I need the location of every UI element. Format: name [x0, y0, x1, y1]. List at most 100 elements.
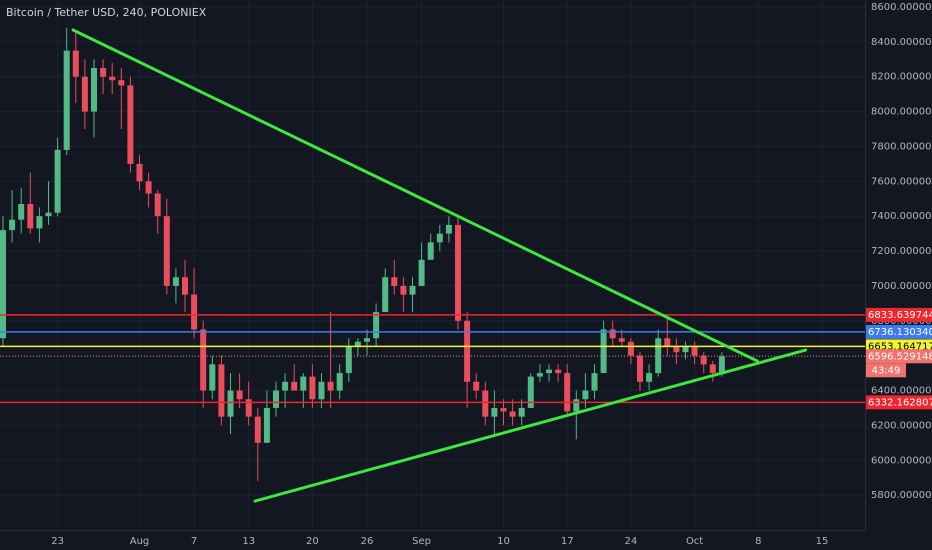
x-tick-label: 10 [497, 536, 510, 547]
candle-body [364, 338, 370, 342]
price-tag-label: 6736.13034003 [868, 327, 932, 338]
candle-body [491, 407, 498, 417]
candle-body [418, 259, 425, 286]
candle-body [291, 381, 298, 391]
y-tick-label: 7800.00000000 [871, 141, 932, 152]
candle-body [318, 381, 325, 400]
price-tag [866, 307, 932, 322]
x-tick-label: 23 [51, 536, 64, 547]
candle-body [473, 381, 480, 391]
price-tag [866, 395, 932, 410]
price-tag-label: 6653.16471781 [868, 341, 932, 352]
candle-body [336, 373, 343, 391]
y-tick-label: 6200.00000000 [871, 420, 932, 431]
candle-body [655, 338, 662, 374]
candle-body [327, 381, 334, 391]
candle-body [154, 193, 161, 217]
candle-body [409, 285, 416, 295]
countdown-tag [866, 363, 906, 378]
y-tick-label: 8200.00000000 [871, 72, 932, 83]
x-tick-label: 24 [625, 536, 638, 547]
candle-body [182, 277, 188, 295]
candle-body [0, 230, 6, 339]
y-tick-label: 6000.00000000 [871, 455, 932, 466]
candle-body [191, 294, 198, 330]
candle-body [436, 233, 443, 243]
candle-body [54, 149, 61, 213]
candle-body [127, 85, 134, 164]
candle-body [582, 390, 589, 400]
candle-body [718, 356, 725, 374]
x-tick-label: 26 [361, 536, 374, 547]
candle-body [218, 364, 225, 417]
candle-body [27, 203, 34, 229]
candle-body [309, 376, 316, 400]
candle-body [637, 355, 643, 382]
candle-body [245, 399, 252, 417]
candle-body [391, 277, 398, 286]
candle-body [373, 312, 380, 339]
candle-body [664, 338, 671, 347]
candle-body [455, 224, 461, 321]
candle-body [700, 355, 707, 365]
y-tick-label: 8000.00000000 [871, 107, 932, 118]
x-tick-label: 13 [242, 536, 255, 547]
candle-body [527, 376, 534, 408]
candle-body [518, 407, 525, 417]
y-tick-label: 6400.00000000 [871, 386, 932, 397]
candle-body [673, 346, 680, 353]
trendline [253, 348, 808, 503]
plot [0, 27, 865, 503]
candle-body [45, 212, 52, 217]
y-tick-label: 7600.00000000 [871, 176, 932, 187]
candle-body [172, 277, 179, 286]
candle-body [691, 346, 698, 356]
candle-body [609, 329, 616, 339]
price-tag-label: 6596.52914838 [868, 351, 932, 362]
y-tick-label: 5800.00000000 [871, 490, 932, 501]
candle-body [282, 381, 289, 391]
price-tag-label: 6833.63974438 [868, 310, 932, 321]
candle-body [564, 373, 571, 412]
candle-body [618, 338, 625, 342]
price-tag-label: 6332.16280769 [868, 397, 932, 408]
x-tick-label: Oct [686, 536, 703, 547]
y-tick-label: 8600.00000000 [871, 2, 932, 13]
chart-title: Bitcoin / Tether USD, 240, POLONIEX [6, 6, 207, 19]
y-tick-label: 7200.00000000 [871, 246, 932, 257]
x-tick-label: 17 [561, 536, 574, 547]
candle-body [646, 373, 653, 382]
candle-body [427, 242, 434, 260]
candle-body [345, 346, 352, 374]
candle-body [236, 390, 243, 400]
candle-body [591, 373, 598, 391]
candle-body [682, 346, 689, 353]
x-tick-label: Sep [412, 536, 431, 547]
candle-body [536, 373, 543, 377]
candle-body [81, 76, 88, 112]
x-tick-label: Aug [130, 536, 150, 547]
candle-body [300, 376, 307, 391]
candle-body [72, 50, 79, 77]
candle-body [227, 390, 234, 417]
trendline [71, 28, 759, 363]
candle-body [109, 76, 116, 81]
candle-body [400, 285, 407, 295]
price-tag [866, 324, 932, 339]
candle-body [200, 329, 207, 391]
candle-body [118, 80, 125, 86]
x-tick-label: 7 [191, 536, 197, 547]
candle-body [254, 416, 261, 443]
countdown-label: 43:49 [872, 365, 901, 376]
candle-body [445, 224, 452, 234]
candle-body [9, 219, 16, 231]
candle-body [482, 390, 489, 417]
candle-body [136, 163, 143, 182]
x-tick-label: 8 [755, 536, 761, 547]
candle-body [163, 216, 170, 286]
candle-body [91, 67, 97, 112]
candle-body [263, 407, 270, 443]
price-tag [866, 349, 932, 364]
